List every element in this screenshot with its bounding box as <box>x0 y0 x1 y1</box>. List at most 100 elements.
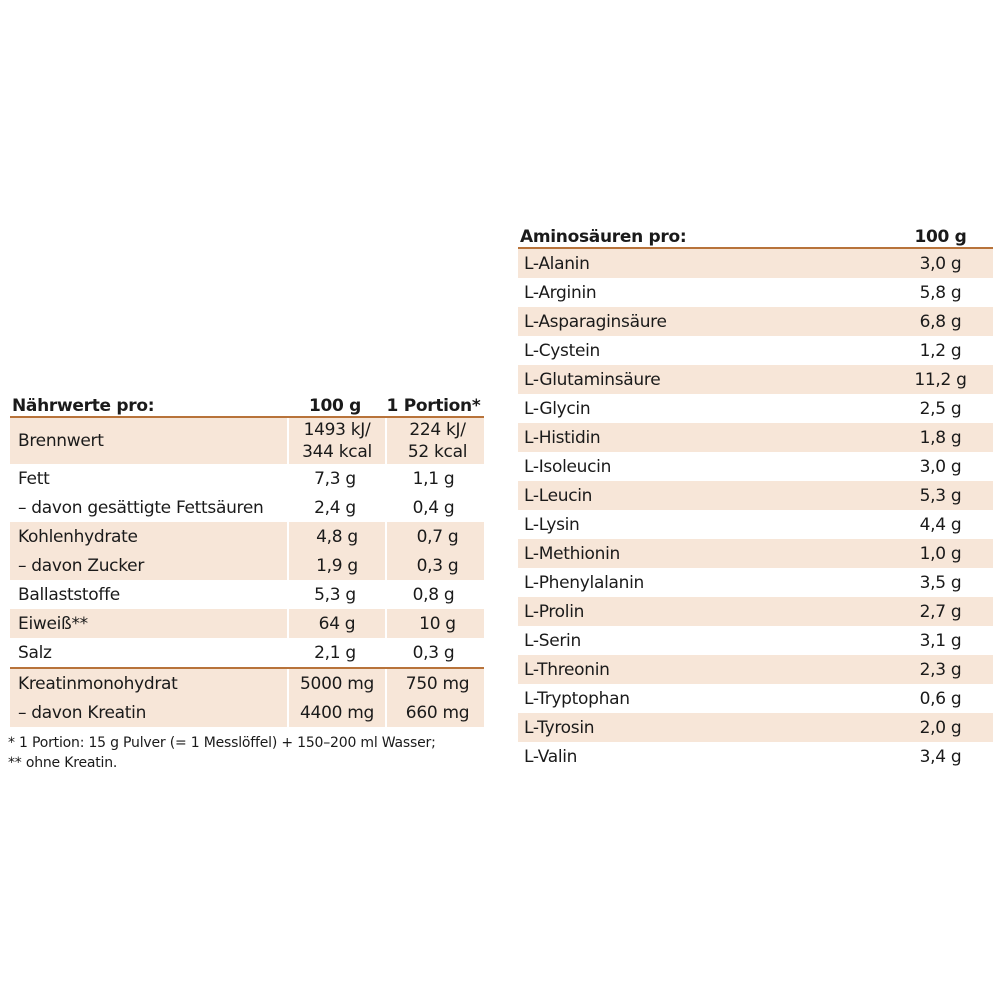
value-per-portion: 660 mg <box>387 698 488 727</box>
nutrient-label: Salz <box>18 642 52 663</box>
value-per-100g: 5,3 g <box>287 580 383 609</box>
value-per-portion: 1,1 g <box>383 464 484 493</box>
value-per-100g: 2,4 g <box>287 493 383 522</box>
value-line: 0,4 g <box>412 497 455 518</box>
value-per-100g: 7,3 g <box>287 464 383 493</box>
table-row: L-Leucin 5,3 g <box>518 481 993 510</box>
amino-acid-value: 3,5 g <box>919 572 962 593</box>
amino-acid-label: L-Prolin <box>524 601 585 622</box>
table-row: Fett 7,3 g 1,1 g <box>10 464 484 493</box>
value-line: 1,1 g <box>412 468 455 489</box>
amino-acid-value: 3,1 g <box>919 630 962 651</box>
nutrient-label: Eiweiß** <box>18 613 88 634</box>
value-line: 0,7 g <box>416 526 459 547</box>
value-per-100g: 4,8 g <box>287 522 387 551</box>
value-line: 224 kJ/ <box>409 420 466 440</box>
nutrient-label: Kreatinmonohydrat <box>18 673 178 694</box>
table-row: Kohlenhydrate 4,8 g 0,7 g <box>10 522 484 551</box>
footnote-portion: * 1 Portion: 15 g Pulver (= 1 Messlöffel… <box>8 735 436 751</box>
value-per-100g: 4400 mg <box>287 698 387 727</box>
value-line: 0,3 g <box>412 642 455 663</box>
amino-acid-label: L-Histidin <box>524 427 601 448</box>
nutrition-table-header: Nährwerte pro: 100 g 1 Portion* <box>10 392 484 418</box>
value-line: 10 g <box>419 613 456 634</box>
nutrition-header-label: Nährwerte pro: <box>12 396 155 416</box>
value-per-portion: 0,7 g <box>387 522 488 551</box>
amino-acid-label: L-Cystein <box>524 340 601 361</box>
table-row: L-Threonin 2,3 g <box>518 655 993 684</box>
value-per-100g: 2,1 g <box>287 638 383 667</box>
table-row: L-Phenylalanin 3,5 g <box>518 568 993 597</box>
value-per-portion: 750 mg <box>387 669 488 698</box>
table-row: – davon Zucker 1,9 g 0,3 g <box>10 551 484 580</box>
amino-acid-value: 1,8 g <box>919 427 962 448</box>
value-line: 1,9 g <box>316 555 358 576</box>
amino-acid-label: L-Phenylalanin <box>524 572 644 593</box>
table-row: L-Valin 3,4 g <box>518 742 993 771</box>
table-row: Kreatinmonohydrat 5000 mg 750 mg <box>10 667 484 698</box>
amino-acid-label: L-Alanin <box>524 253 590 274</box>
table-row: – davon gesättigte Fettsäuren 2,4 g 0,4 g <box>10 493 484 522</box>
amino-acid-label: L-Glutaminsäure <box>524 369 661 390</box>
value-per-portion: 0,4 g <box>383 493 484 522</box>
value-line: 1493 kJ/ <box>303 420 371 440</box>
amino-acid-label: L-Tryptophan <box>524 688 630 709</box>
table-row: L-Serin 3,1 g <box>518 626 993 655</box>
nutrition-header-100g: 100 g <box>308 396 362 416</box>
value-per-portion: 224 kJ/52 kcal <box>387 418 488 464</box>
table-row: Ballaststoffe 5,3 g 0,8 g <box>10 580 484 609</box>
amino-acid-value: 3,0 g <box>919 253 962 274</box>
value-per-portion: 0,8 g <box>383 580 484 609</box>
amino-acid-value: 2,5 g <box>919 398 962 419</box>
value-line: 750 mg <box>405 673 470 694</box>
nutrition-table: Nährwerte pro: 100 g 1 Portion* Brennwer… <box>10 392 484 727</box>
value-line: 5,3 g <box>314 584 356 605</box>
amino-rows: L-Alanin 3,0 g L-Arginin 5,8 g L-Asparaginsä… <box>518 249 993 771</box>
value-line: 660 mg <box>405 702 470 723</box>
value-per-portion: 0,3 g <box>383 638 484 667</box>
table-row: L-Isoleucin 3,0 g <box>518 452 993 481</box>
footnote-protein: ** ohne Kreatin. <box>8 755 118 771</box>
value-line: 0,3 g <box>416 555 459 576</box>
amino-acid-value: 2,7 g <box>919 601 962 622</box>
table-row: Eiweiß** 64 g 10 g <box>10 609 484 638</box>
nutrient-label: – davon gesättigte Fettsäuren <box>18 497 264 518</box>
amino-acid-label: L-Threonin <box>524 659 610 680</box>
table-row: L-Arginin 5,8 g <box>518 278 993 307</box>
table-row: L-Cystein 1,2 g <box>518 336 993 365</box>
value-per-portion: 0,3 g <box>387 551 488 580</box>
value-per-100g: 64 g <box>287 609 387 638</box>
nutrient-label: Kohlenhydrate <box>18 526 138 547</box>
nutrient-label: – davon Kreatin <box>18 702 147 723</box>
amino-acid-label: L-Glycin <box>524 398 591 419</box>
value-per-100g: 5000 mg <box>287 669 387 698</box>
nutrition-rows: Brennwert 1493 kJ/344 kcal 224 kJ/52 kcal F… <box>10 418 484 727</box>
table-row: Salz 2,1 g 0,3 g <box>10 638 484 667</box>
amino-acid-label: L-Arginin <box>524 282 597 303</box>
nutrient-label: – davon Zucker <box>18 555 145 576</box>
amino-acid-value: 0,6 g <box>919 688 962 709</box>
amino-acid-value: 3,0 g <box>919 456 962 477</box>
nutrition-header-portion: 1 Portion* <box>386 396 481 416</box>
amino-acid-value: 1,2 g <box>919 340 962 361</box>
amino-header-label: Aminosäuren pro: <box>520 227 687 247</box>
amino-acid-label: L-Asparaginsäure <box>524 311 667 332</box>
amino-acid-label: L-Tyrosin <box>524 717 595 738</box>
nutrient-label: Fett <box>18 468 50 489</box>
nutrient-label: Ballaststoffe <box>18 584 120 605</box>
amino-acid-value: 1,0 g <box>919 543 962 564</box>
amino-table-header: Aminosäuren pro: 100 g <box>518 224 993 249</box>
amino-acid-label: L-Lysin <box>524 514 580 535</box>
value-line: 52 kcal <box>407 442 468 462</box>
table-row: L-Glutaminsäure 11,2 g <box>518 365 993 394</box>
table-row: L-Asparaginsäure 6,8 g <box>518 307 993 336</box>
table-row: L-Glycin 2,5 g <box>518 394 993 423</box>
amino-acid-label: L-Isoleucin <box>524 456 612 477</box>
value-line: 7,3 g <box>314 468 356 489</box>
value-line: 4400 mg <box>300 702 374 723</box>
table-row: L-Methionin 1,0 g <box>518 539 993 568</box>
value-per-portion: 10 g <box>387 609 488 638</box>
table-row: L-Histidin 1,8 g <box>518 423 993 452</box>
amino-acid-label: L-Serin <box>524 630 581 651</box>
table-row: L-Tryptophan 0,6 g <box>518 684 993 713</box>
